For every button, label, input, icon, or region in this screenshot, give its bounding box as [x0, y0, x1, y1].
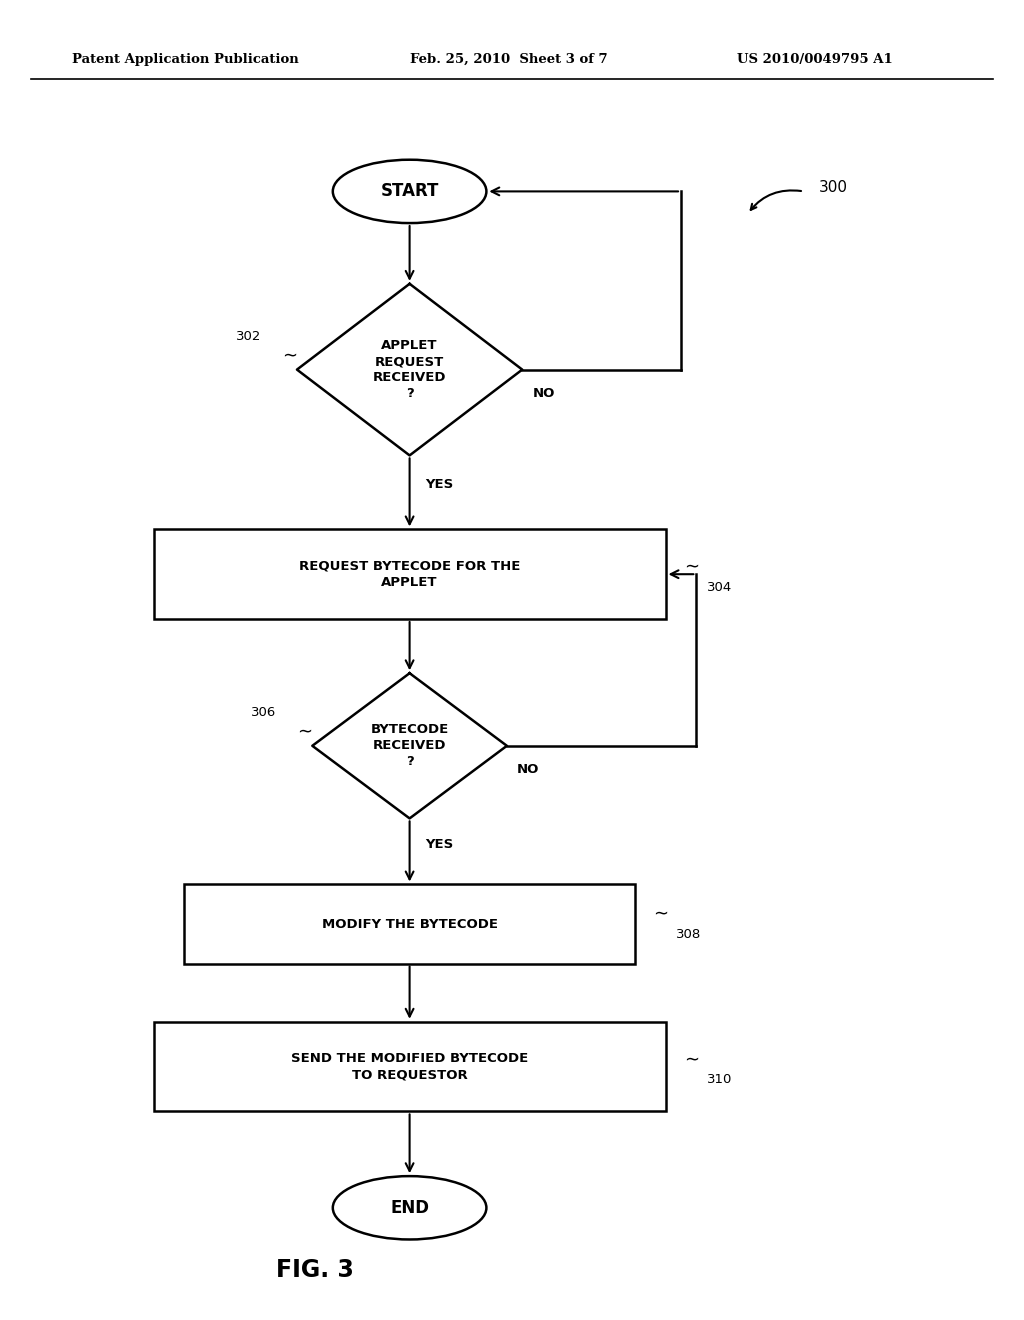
Text: END: END — [390, 1199, 429, 1217]
Text: BYTECODE
RECEIVED
?: BYTECODE RECEIVED ? — [371, 723, 449, 768]
Text: REQUEST BYTECODE FOR THE
APPLET: REQUEST BYTECODE FOR THE APPLET — [299, 560, 520, 589]
Text: START: START — [380, 182, 439, 201]
Text: YES: YES — [425, 838, 454, 851]
Text: US 2010/0049795 A1: US 2010/0049795 A1 — [737, 53, 893, 66]
Text: NO: NO — [517, 763, 540, 776]
Text: 310: 310 — [707, 1073, 732, 1086]
Text: ∼: ∼ — [653, 906, 669, 924]
Text: 306: 306 — [251, 706, 276, 719]
Text: ∼: ∼ — [684, 558, 699, 577]
Text: APPLET
REQUEST
RECEIVED
?: APPLET REQUEST RECEIVED ? — [373, 339, 446, 400]
Text: 304: 304 — [707, 581, 732, 594]
Text: ∼: ∼ — [684, 1051, 699, 1069]
Text: 300: 300 — [819, 180, 848, 195]
Text: ∼: ∼ — [282, 347, 297, 366]
Text: MODIFY THE BYTECODE: MODIFY THE BYTECODE — [322, 917, 498, 931]
Text: SEND THE MODIFIED BYTECODE
TO REQUESTOR: SEND THE MODIFIED BYTECODE TO REQUESTOR — [291, 1052, 528, 1081]
Text: Patent Application Publication: Patent Application Publication — [72, 53, 298, 66]
Text: NO: NO — [532, 387, 555, 400]
Text: YES: YES — [425, 478, 454, 491]
Bar — [154, 1022, 666, 1111]
Bar — [154, 529, 666, 619]
Text: 308: 308 — [676, 928, 701, 941]
Bar — [184, 884, 635, 964]
Text: FIG. 3: FIG. 3 — [276, 1258, 354, 1282]
Text: Feb. 25, 2010  Sheet 3 of 7: Feb. 25, 2010 Sheet 3 of 7 — [410, 53, 607, 66]
Text: ∼: ∼ — [297, 723, 312, 742]
Text: 302: 302 — [236, 330, 261, 343]
